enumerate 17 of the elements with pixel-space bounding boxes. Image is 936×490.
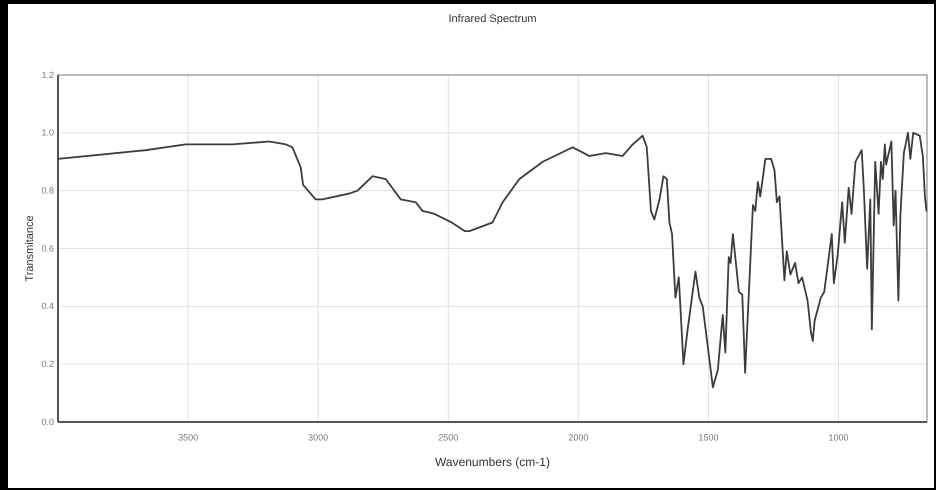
x-tick-label: 3500 (178, 432, 198, 442)
x-axis-title: Wavenumbers (cm-1) (435, 455, 550, 469)
line-series (57, 132, 928, 388)
x-tick-label: 3000 (308, 432, 328, 442)
x-tick-label: 1000 (828, 432, 849, 442)
x-tick-label: 2000 (568, 432, 588, 442)
x-tick-label: 1500 (698, 432, 718, 442)
y-tick-label: 0.0 (41, 416, 54, 427)
chart-title: Infrared Spectrum (448, 13, 537, 25)
y-tick-label: 0.2 (41, 359, 54, 370)
x-tick-label: 2500 (438, 432, 458, 442)
y-tick-label: 0.8 (41, 186, 54, 196)
y-tick-label: 1.2 (41, 70, 54, 80)
y-tick-label: 0.4 (41, 301, 54, 312)
y-tick-label: 0.6 (41, 243, 54, 254)
y-tick-label: 1.0 (41, 128, 54, 138)
y-axis-title: Transmitance (24, 215, 36, 282)
